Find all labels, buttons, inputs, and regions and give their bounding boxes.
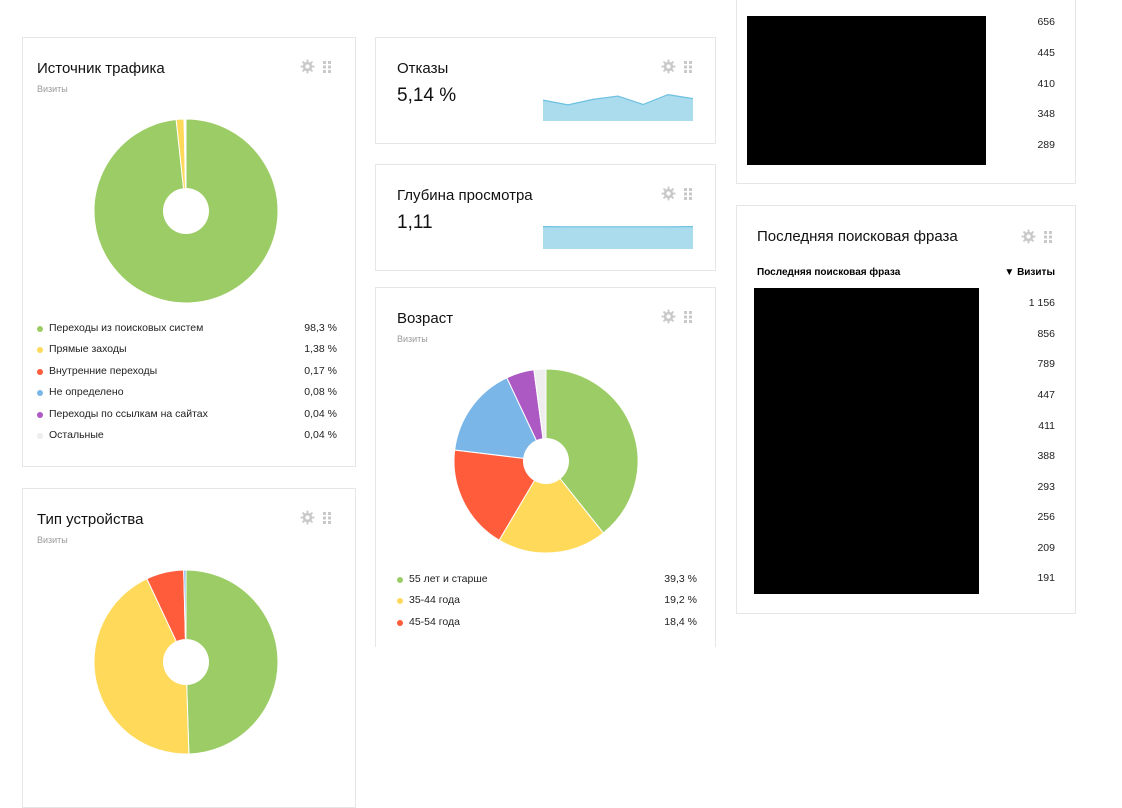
drag-handle-icon[interactable] <box>684 311 693 323</box>
drag-handle-icon[interactable] <box>684 61 693 73</box>
device-type-widget: Тип устройства Визиты <box>22 488 356 808</box>
gear-icon[interactable] <box>661 309 676 324</box>
visits-value: 256 <box>1037 511 1055 523</box>
legend-item[interactable]: Прямые заходы 1,38 % <box>37 339 337 360</box>
visits-value: 445 <box>1037 47 1055 59</box>
search-phrase-widget: Последняя поисковая фраза Последняя поис… <box>736 205 1076 614</box>
legend-item[interactable]: 35-44 года 19,2 % <box>397 590 697 611</box>
legend-value: 0,17 % <box>304 361 337 382</box>
legend-label: Прямые заходы <box>49 339 127 360</box>
legend-dot-icon <box>37 326 43 332</box>
column-header-phrase[interactable]: Последняя поисковая фраза <box>757 267 900 278</box>
visits-value: 411 <box>1038 420 1055 432</box>
gear-icon[interactable] <box>300 510 315 525</box>
traffic-donut-chart <box>93 118 279 304</box>
legend-value: 18,4 % <box>664 612 697 633</box>
visits-value: 293 <box>1037 481 1055 493</box>
legend-item[interactable]: Не определено 0,08 % <box>37 382 337 403</box>
gear-icon[interactable] <box>661 59 676 74</box>
visits-value: 388 <box>1037 450 1055 462</box>
visits-value: 209 <box>1037 542 1055 554</box>
donut-hole <box>163 639 209 685</box>
legend-label: Внутренние переходы <box>49 361 157 382</box>
bounce-sparkline <box>543 88 693 121</box>
legend-value: 19,2 % <box>664 590 697 611</box>
legend-dot-icon <box>37 347 43 353</box>
legend-label: Остальные <box>49 425 104 446</box>
widget-title: Глубина просмотра <box>397 187 533 204</box>
drag-handle-icon[interactable] <box>1044 231 1053 243</box>
widget-title: Тип устройства <box>37 511 143 528</box>
legend-item[interactable]: 55 лет и старше 39,3 % <box>397 569 697 590</box>
widget-title: Источник трафика <box>37 60 165 77</box>
legend-value: 0,04 % <box>304 404 337 425</box>
visits-value: 348 <box>1037 108 1055 120</box>
legend-label: Переходы по ссылкам на сайтах <box>49 404 208 425</box>
legend-label: Не определено <box>49 382 124 403</box>
visits-value: 656 <box>1037 16 1055 28</box>
visits-value: 856 <box>1037 328 1055 340</box>
gear-icon[interactable] <box>300 59 315 74</box>
widget-subtitle: Визиты <box>37 84 68 94</box>
legend-value: 39,3 % <box>664 569 697 590</box>
bounce-rate-widget: Отказы 5,14 % <box>375 37 716 144</box>
gear-icon[interactable] <box>661 186 676 201</box>
redacted-block <box>754 288 979 594</box>
gear-icon[interactable] <box>1021 229 1036 244</box>
traffic-source-widget: Источник трафика Визиты Переходы из поис… <box>22 37 356 467</box>
drag-handle-icon[interactable] <box>323 61 332 73</box>
drag-handle-icon[interactable] <box>323 512 332 524</box>
sparkline-area <box>543 227 693 249</box>
metric-value: 1,11 <box>397 212 433 234</box>
legend-item[interactable]: Остальные 0,04 % <box>37 425 337 446</box>
visits-value: 289 <box>1037 139 1055 151</box>
metric-value: 5,14 % <box>397 85 456 107</box>
drag-handle-icon[interactable] <box>684 188 693 200</box>
legend-dot-icon <box>397 620 403 626</box>
legend-value: 1,38 % <box>304 339 337 360</box>
visits-value: 410 <box>1037 78 1055 90</box>
page-depth-widget: Глубина просмотра 1,11 <box>375 164 716 271</box>
visits-value: 1 156 <box>1029 297 1055 309</box>
partial-table-widget: 656 445 410 348 289 <box>736 0 1076 184</box>
device-donut-chart <box>93 569 279 755</box>
legend-dot-icon <box>397 577 403 583</box>
age-donut-chart <box>453 368 639 554</box>
legend-value: 98,3 % <box>304 318 337 339</box>
legend-label: 35-44 года <box>409 590 460 611</box>
visits-value: 789 <box>1037 358 1055 370</box>
depth-sparkline <box>543 219 693 249</box>
legend-dot-icon <box>397 598 403 604</box>
legend-item[interactable]: 45-54 года 18,4 % <box>397 612 697 633</box>
legend-dot-icon <box>37 412 43 418</box>
legend-value: 0,08 % <box>304 382 337 403</box>
legend-dot-icon <box>37 433 43 439</box>
widget-title: Возраст <box>397 310 453 327</box>
legend-value: 0,04 % <box>304 425 337 446</box>
widget-subtitle: Визиты <box>397 334 428 344</box>
widget-title: Последняя поисковая фраза <box>757 228 958 245</box>
widget-title: Отказы <box>397 60 448 77</box>
column-header-visits[interactable]: ▼ Визиты <box>1004 267 1055 278</box>
donut-hole <box>523 438 569 484</box>
legend-item[interactable]: Внутренние переходы 0,17 % <box>37 361 337 382</box>
visits-value: 191 <box>1037 572 1055 584</box>
widget-subtitle: Визиты <box>37 535 68 545</box>
redacted-block <box>747 16 986 165</box>
legend-label: 45-54 года <box>409 612 460 633</box>
visits-value: 447 <box>1037 389 1055 401</box>
legend-label: 55 лет и старше <box>409 569 488 590</box>
legend-item[interactable]: Переходы из поисковых систем 98,3 % <box>37 318 337 339</box>
legend-dot-icon <box>37 369 43 375</box>
legend-dot-icon <box>37 390 43 396</box>
legend-item[interactable]: Переходы по ссылкам на сайтах 0,04 % <box>37 404 337 425</box>
donut-hole <box>163 188 209 234</box>
legend-label: Переходы из поисковых систем <box>49 318 203 339</box>
sparkline-area <box>543 95 693 121</box>
